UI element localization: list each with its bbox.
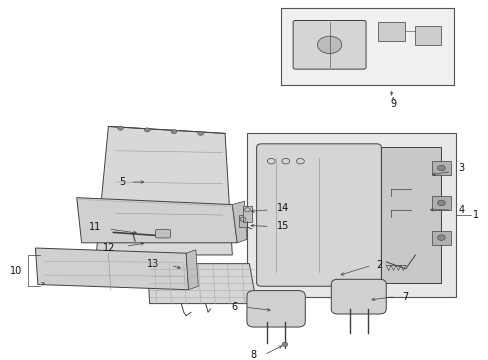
Bar	[414, 26, 441, 45]
Text: 13: 13	[147, 258, 159, 269]
Polygon shape	[77, 198, 237, 243]
Text: 2: 2	[376, 260, 382, 270]
Circle shape	[317, 36, 341, 54]
Bar	[281, 8, 453, 85]
Circle shape	[437, 165, 445, 171]
Bar	[431, 196, 450, 210]
Text: 4: 4	[458, 205, 464, 215]
Text: 1: 1	[472, 210, 478, 220]
Circle shape	[437, 235, 445, 240]
Circle shape	[171, 130, 177, 134]
Circle shape	[117, 126, 123, 130]
Bar	[243, 206, 251, 222]
Text: 3: 3	[458, 163, 464, 173]
Bar	[431, 231, 450, 244]
Text: 15: 15	[277, 221, 289, 231]
Bar	[246, 134, 455, 297]
Text: 8: 8	[250, 350, 256, 360]
Polygon shape	[35, 248, 188, 290]
Polygon shape	[147, 264, 256, 303]
Bar	[238, 215, 247, 227]
Circle shape	[144, 128, 150, 132]
Polygon shape	[186, 250, 198, 290]
Polygon shape	[232, 201, 246, 243]
Text: 11: 11	[89, 222, 101, 232]
FancyBboxPatch shape	[292, 21, 366, 69]
Bar	[431, 161, 450, 175]
Text: 14: 14	[277, 203, 289, 213]
Text: 10: 10	[10, 266, 22, 276]
Text: 5: 5	[119, 177, 125, 187]
Text: 7: 7	[402, 292, 408, 302]
FancyBboxPatch shape	[330, 279, 386, 314]
FancyBboxPatch shape	[246, 291, 305, 327]
Polygon shape	[96, 126, 232, 255]
Text: 9: 9	[389, 99, 395, 109]
Text: 12: 12	[103, 243, 116, 253]
Bar	[381, 147, 441, 283]
FancyBboxPatch shape	[256, 144, 381, 286]
Circle shape	[198, 131, 203, 135]
Bar	[377, 22, 404, 41]
Text: 6: 6	[231, 302, 237, 312]
FancyBboxPatch shape	[155, 230, 170, 238]
Circle shape	[282, 342, 287, 347]
Circle shape	[437, 200, 445, 206]
